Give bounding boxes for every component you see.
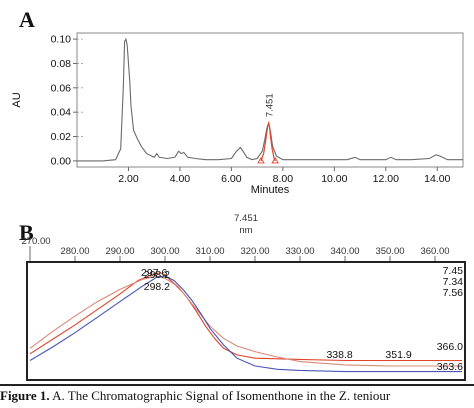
caption-text: A. The Chromatographic Signal of Isoment… [52, 388, 391, 403]
a-peak-bound-marker [271, 157, 279, 164]
a-xtick-label: 8.00 [273, 173, 294, 185]
panel-b-x-label: nm [239, 225, 252, 236]
panel-b-legend: 7.457.347.56 [443, 265, 464, 299]
b-annotation-label: 363.6 [437, 361, 463, 373]
panel-a-series [77, 37, 463, 164]
b-xtick-label: 330.00 [285, 246, 314, 257]
b-annotation-label: 298.2 [144, 269, 170, 281]
panel-a-x-axis: 2.00 4.00 6.00 8.00 10.00 12.00 14.00 [118, 167, 451, 185]
a-ytick-label: 0.04 [51, 107, 72, 119]
b-annotation-label: 298.2 [144, 281, 170, 293]
b-annotation-label: 297.6 [141, 267, 167, 279]
panel-a-x-label: Minutes [251, 184, 290, 196]
a-series-line-0 [77, 37, 463, 162]
panel-a-y-label: AU [11, 92, 23, 107]
panel-a-letter: A [19, 7, 35, 32]
b-xtick-label: 360.00 [420, 246, 449, 257]
b-legend-entry: 7.34 [443, 276, 464, 288]
a-xtick-label: 14.00 [424, 173, 450, 185]
a-xtick-label: 4.00 [170, 173, 191, 185]
panel-a-peak-label: 7.451 [265, 93, 276, 117]
a-xtick-label: 12.00 [373, 173, 399, 185]
panel-a-frame [76, 32, 464, 168]
figure-caption: Figure 1. A. The Chromatographic Signal … [0, 384, 474, 408]
a-ytick-label: 0.08 [51, 58, 72, 70]
b-xtick-label: 310.00 [195, 246, 224, 257]
panel-b-frame [26, 261, 466, 381]
panel-b-x-axis: 270.00 280.00 290.00 300.00 310.00 320.00 330.… [21, 236, 450, 262]
b-annotation-label: 338.8 [326, 349, 352, 361]
panel-b-title: 7.451 [234, 213, 258, 224]
a-ytick-label: 0.00 [51, 155, 72, 167]
b-legend-entry: 7.56 [443, 287, 464, 299]
b-xtick-label: 340.00 [330, 246, 359, 257]
panel-b-letter: B [19, 220, 34, 245]
b-annotation-label: 351.9 [385, 349, 411, 361]
figure: A 0.00 0.02 0.04 0.06 0.08 0.10 2.00 4.00 6.00 8… [11, 7, 466, 381]
a-xtick-label: 6.00 [221, 173, 242, 185]
b-xtick-label: 290.00 [105, 246, 134, 257]
b-xtick-label: 300.00 [150, 246, 179, 257]
b-xtick-label: 350.00 [375, 246, 404, 257]
b-legend-entry: 7.45 [443, 265, 464, 277]
a-ytick-label: 0.06 [51, 82, 72, 94]
b-series-line-1 [29, 275, 462, 367]
panel-b-series [29, 272, 462, 373]
a-series-line-1 [260, 120, 276, 162]
b-annotation-label: 366.0 [437, 341, 463, 353]
a-ytick-label: 0.10 [51, 34, 72, 46]
a-ytick-label: 0.02 [51, 131, 72, 143]
b-xtick-label: 280.00 [60, 246, 89, 257]
b-series-line-2 [29, 275, 462, 373]
b-xtick-label: 270.00 [21, 236, 50, 247]
b-series-line-0 [29, 272, 462, 362]
b-xtick-label: 320.00 [240, 246, 269, 257]
a-xtick-label: 10.00 [321, 173, 347, 185]
a-peak-bound-marker [257, 157, 265, 164]
panel-a-y-axis: 0.00 0.02 0.04 0.06 0.08 0.10 [51, 34, 83, 167]
caption-label: Figure 1. [0, 388, 50, 403]
a-xtick-label: 2.00 [118, 173, 139, 185]
